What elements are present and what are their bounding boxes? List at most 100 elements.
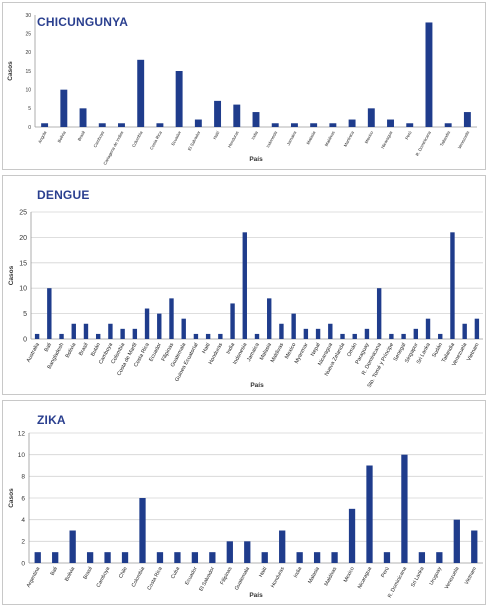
x-category-label: Colombia (131, 130, 144, 149)
x-category-label: Bali (50, 566, 59, 576)
bar (406, 123, 414, 127)
x-category-label: Mexico (343, 566, 356, 583)
x-category-label: Uruguay (429, 566, 444, 586)
x-category-label: Argentina (26, 566, 42, 589)
bar (34, 333, 40, 339)
bar (367, 108, 375, 127)
bar (453, 519, 460, 563)
bar (348, 508, 356, 563)
bar (366, 465, 373, 563)
bar (226, 541, 233, 563)
x-axis-title: País (249, 156, 263, 163)
bar (83, 323, 89, 339)
y-tick-label: 2 (21, 539, 25, 546)
x-category-label: India (250, 130, 259, 141)
y-tick-label: 10 (25, 87, 31, 93)
bar (52, 552, 59, 563)
x-category-label: Ecuador (184, 566, 198, 586)
x-category-label: India (293, 566, 304, 579)
bar (348, 119, 356, 127)
x-category-label: Bolivia (64, 566, 77, 582)
bar (436, 552, 443, 563)
x-category-label: Australia (26, 342, 41, 363)
bar (271, 123, 279, 127)
y-axis-title: Casos (7, 61, 14, 81)
bar (310, 123, 318, 127)
bar (121, 552, 129, 563)
x-category-label: Cartagena de Indias (102, 130, 124, 166)
bar (401, 333, 406, 339)
x-category-label: Omán (346, 342, 358, 358)
bar (291, 313, 296, 339)
bar (352, 333, 357, 339)
bar (425, 318, 431, 339)
bar (191, 552, 199, 563)
x-category-label: Maldivas (324, 130, 336, 147)
x-category-label: Camboya (96, 566, 112, 589)
bar (328, 323, 333, 339)
bar (218, 333, 223, 339)
y-tick-label: 8 (21, 474, 25, 481)
bar (296, 552, 303, 563)
bar (144, 308, 150, 339)
x-category-label: Haití (258, 566, 269, 579)
x-category-label: Tailandia (439, 130, 451, 148)
bar (450, 232, 455, 339)
chart-title-zika: ZIKA (37, 413, 66, 427)
bar (315, 328, 321, 339)
bar (137, 59, 145, 127)
y-tick-label: 6 (21, 495, 25, 502)
bar (104, 552, 111, 563)
bar (193, 333, 199, 339)
y-tick-label: 0 (21, 560, 25, 567)
bar (233, 104, 241, 127)
y-tick-label: 5 (23, 311, 27, 318)
y-axis-title: Casos (8, 265, 15, 285)
bar (175, 71, 183, 127)
x-category-label: Bután (90, 342, 102, 357)
bar (79, 108, 87, 127)
bar (444, 123, 452, 127)
bar (86, 552, 94, 563)
y-tick-label: 0 (28, 125, 31, 131)
x-category-label: Jamaica (286, 130, 298, 147)
y-tick-label: 30 (25, 13, 31, 19)
x-category-label: Perú (380, 566, 390, 579)
y-tick-label: 25 (25, 31, 31, 37)
x-category-label: Brasil (82, 566, 93, 580)
bar (462, 323, 467, 339)
bar (209, 552, 216, 563)
bar (471, 530, 478, 563)
y-tick-label: 5 (28, 106, 31, 112)
x-category-label: Chile (118, 566, 129, 579)
x-category-label: Malasia (305, 130, 317, 146)
bar (313, 552, 321, 563)
y-tick-label: 15 (25, 69, 31, 75)
x-category-label: Nicaragua (357, 566, 373, 590)
x-category-label: R. Dominicana (415, 130, 433, 157)
bar (383, 552, 391, 563)
bar (132, 328, 138, 339)
y-tick-label: 15 (19, 260, 27, 267)
x-category-label: Honduras (227, 130, 240, 148)
x-category-label: Sri Lanka (410, 566, 426, 588)
bar (401, 454, 408, 563)
bar (376, 288, 382, 339)
x-category-label: Honduras (270, 566, 286, 589)
bar (71, 323, 76, 339)
x-category-label: Mexico (364, 130, 375, 145)
x-category-label: Venezuela (457, 130, 471, 150)
bar (230, 303, 235, 339)
bar (169, 298, 174, 339)
bar (425, 22, 433, 127)
bar (60, 89, 68, 127)
bar (418, 552, 426, 563)
bar (47, 288, 52, 339)
x-category-label: India (226, 342, 237, 355)
bar (329, 123, 337, 127)
x-category-label: Nepal (310, 342, 322, 357)
y-tick-label: 25 (19, 209, 27, 216)
x-category-label: Colombia (131, 566, 147, 588)
x-category-label: Costa Rica (147, 566, 164, 591)
